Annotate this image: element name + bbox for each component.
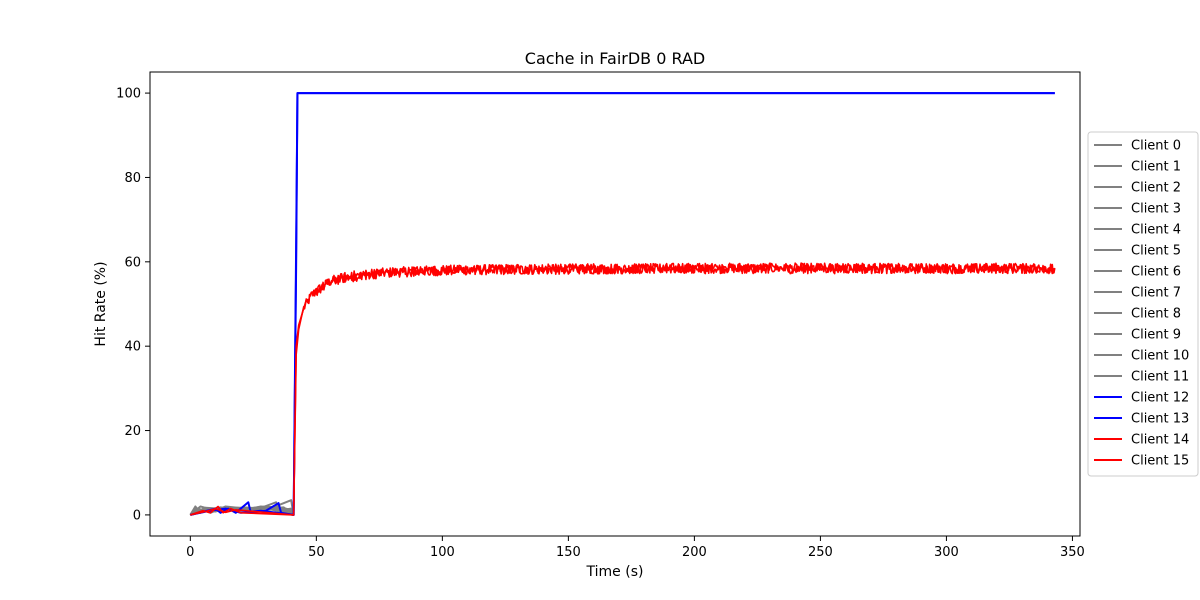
x-tick-label: 150: [556, 545, 581, 560]
x-tick-label: 50: [308, 545, 325, 560]
y-axis-label: Hit Rate (%): [93, 261, 109, 346]
y-tick-label: 80: [124, 171, 141, 186]
x-tick-label: 300: [934, 545, 959, 560]
series-layer: [189, 92, 1056, 516]
legend-label: Client 5: [1131, 244, 1181, 259]
x-tick-label: 100: [430, 545, 455, 560]
x-tick-label: 0: [186, 545, 194, 560]
y-tick-label: 40: [124, 340, 141, 355]
chart-title: Cache in FairDB 0 RAD: [525, 49, 705, 68]
y-tick-label: 100: [116, 87, 141, 102]
series-line-client-13: [190, 92, 1055, 516]
legend-label: Client 9: [1131, 328, 1181, 343]
x-tick-label: 200: [682, 545, 707, 560]
legend-label: Client 13: [1131, 412, 1189, 427]
y-tick-label: 20: [124, 424, 141, 439]
legend-label: Client 2: [1131, 181, 1181, 196]
legend-label: Client 8: [1131, 307, 1181, 322]
legend-label: Client 0: [1131, 139, 1181, 154]
legend-label: Client 6: [1131, 265, 1181, 280]
series-line-client-15: [190, 262, 1056, 516]
y-axis-ticks: 0 20 40 60 80 100: [116, 87, 150, 523]
y-tick-label: 60: [124, 255, 141, 270]
x-tick-label: 350: [1060, 545, 1085, 560]
legend-label: Client 12: [1131, 391, 1189, 406]
legend-label: Client 1: [1131, 160, 1181, 175]
x-axis-ticks: 0 50 100 150 200 250 300 350: [186, 536, 1085, 560]
y-tick-label: 0: [133, 508, 141, 523]
legend: Client 0 Client 1 Client 2 Client 3 Client 4…: [1087, 131, 1199, 477]
plot-frame: [149, 71, 1081, 537]
legend-label: Client 7: [1131, 286, 1181, 301]
x-tick-label: 250: [808, 545, 833, 560]
legend-label: Client 15: [1131, 454, 1189, 469]
series-line-client-11: [189, 506, 295, 516]
legend-label: Client 10: [1131, 349, 1189, 364]
x-axis-label: Time (s): [586, 564, 644, 580]
legend-box: [1087, 131, 1199, 477]
legend-label: Client 14: [1131, 433, 1189, 448]
legend-label: Client 3: [1131, 202, 1181, 217]
legend-label: Client 4: [1131, 223, 1181, 238]
legend-label: Client 11: [1131, 370, 1189, 385]
